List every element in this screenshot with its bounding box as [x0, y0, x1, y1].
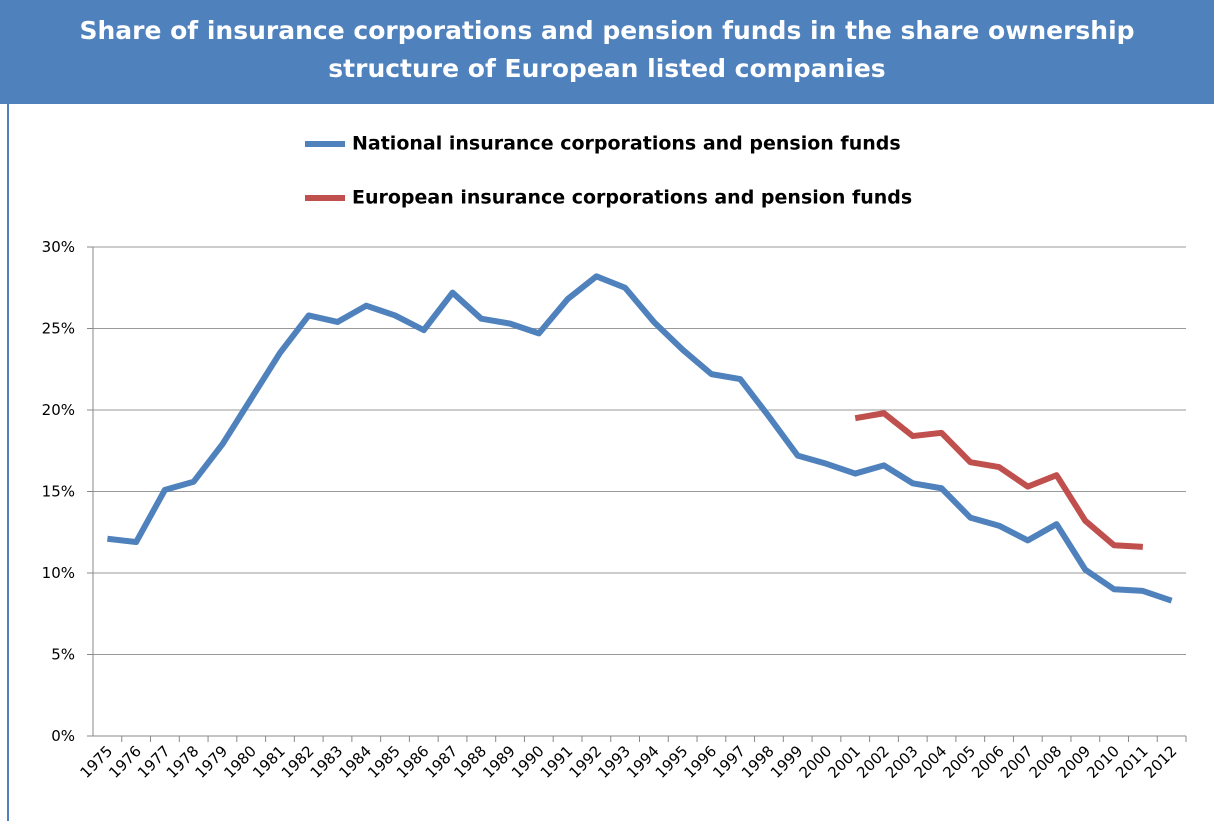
- x-tick-label: 1990: [508, 742, 548, 782]
- y-tick-label: 25%: [42, 320, 75, 338]
- x-tick-label: 1991: [537, 742, 577, 782]
- x-tick-label: 1997: [709, 742, 749, 782]
- x-tick-label: 1977: [134, 742, 174, 782]
- x-tick-label: 1976: [105, 742, 145, 782]
- y-tick-label: 20%: [42, 401, 75, 419]
- x-tick-label: 1993: [594, 742, 634, 782]
- x-tick-label: 1992: [565, 742, 605, 782]
- x-tick-label: 2012: [1141, 742, 1181, 782]
- x-tick-label: 2005: [939, 742, 979, 782]
- x-tick-label: 2003: [882, 742, 922, 782]
- x-tick-label: 1979: [192, 742, 232, 782]
- x-tick-label: 1985: [364, 742, 404, 782]
- y-tick-label: 5%: [51, 646, 75, 664]
- x-tick-label: 1975: [76, 742, 116, 782]
- x-tick-label: 1981: [249, 742, 289, 782]
- x-tick-label: 1986: [393, 742, 433, 782]
- y-tick-label: 0%: [51, 727, 75, 745]
- chart-title: Share of insurance corporations and pens…: [0, 0, 1214, 104]
- x-tick-label: 2006: [968, 742, 1008, 782]
- x-tick-label: 1995: [652, 742, 692, 782]
- x-tick-label: 1999: [767, 742, 807, 782]
- x-tick-label: 1978: [163, 742, 203, 782]
- x-tick-label: 1994: [623, 742, 663, 782]
- x-tick-label: 2011: [1112, 742, 1152, 782]
- x-tick-label: 1988: [450, 742, 490, 782]
- x-tick-label: 2008: [1026, 742, 1066, 782]
- x-tick-label: 2004: [911, 742, 951, 782]
- x-tick-label: 2000: [796, 742, 836, 782]
- x-tick-label: 1998: [738, 742, 778, 782]
- x-tick-label: 1996: [681, 742, 721, 782]
- series-line: [107, 273, 1173, 604]
- x-tick-label: 2002: [853, 742, 893, 782]
- x-tick-label: 2001: [824, 742, 864, 782]
- y-tick-label: 15%: [42, 483, 75, 501]
- x-tick-label: 1982: [278, 742, 318, 782]
- x-tick-label: 2010: [1083, 742, 1123, 782]
- y-tick-label: 30%: [42, 238, 75, 256]
- series-line: [854, 410, 1144, 550]
- y-tick-label: 10%: [42, 564, 75, 582]
- x-tick-label: 2007: [997, 742, 1037, 782]
- x-tick-label: 1984: [335, 742, 375, 782]
- legend-label: European insurance corporations and pens…: [352, 187, 912, 209]
- x-tick-label: 2009: [1054, 742, 1094, 782]
- x-tick-label: 1989: [479, 742, 519, 782]
- x-tick-label: 1983: [307, 742, 347, 782]
- legend-label: National insurance corporations and pens…: [352, 133, 901, 155]
- x-tick-label: 1987: [422, 742, 462, 782]
- x-tick-label: 1980: [220, 742, 260, 782]
